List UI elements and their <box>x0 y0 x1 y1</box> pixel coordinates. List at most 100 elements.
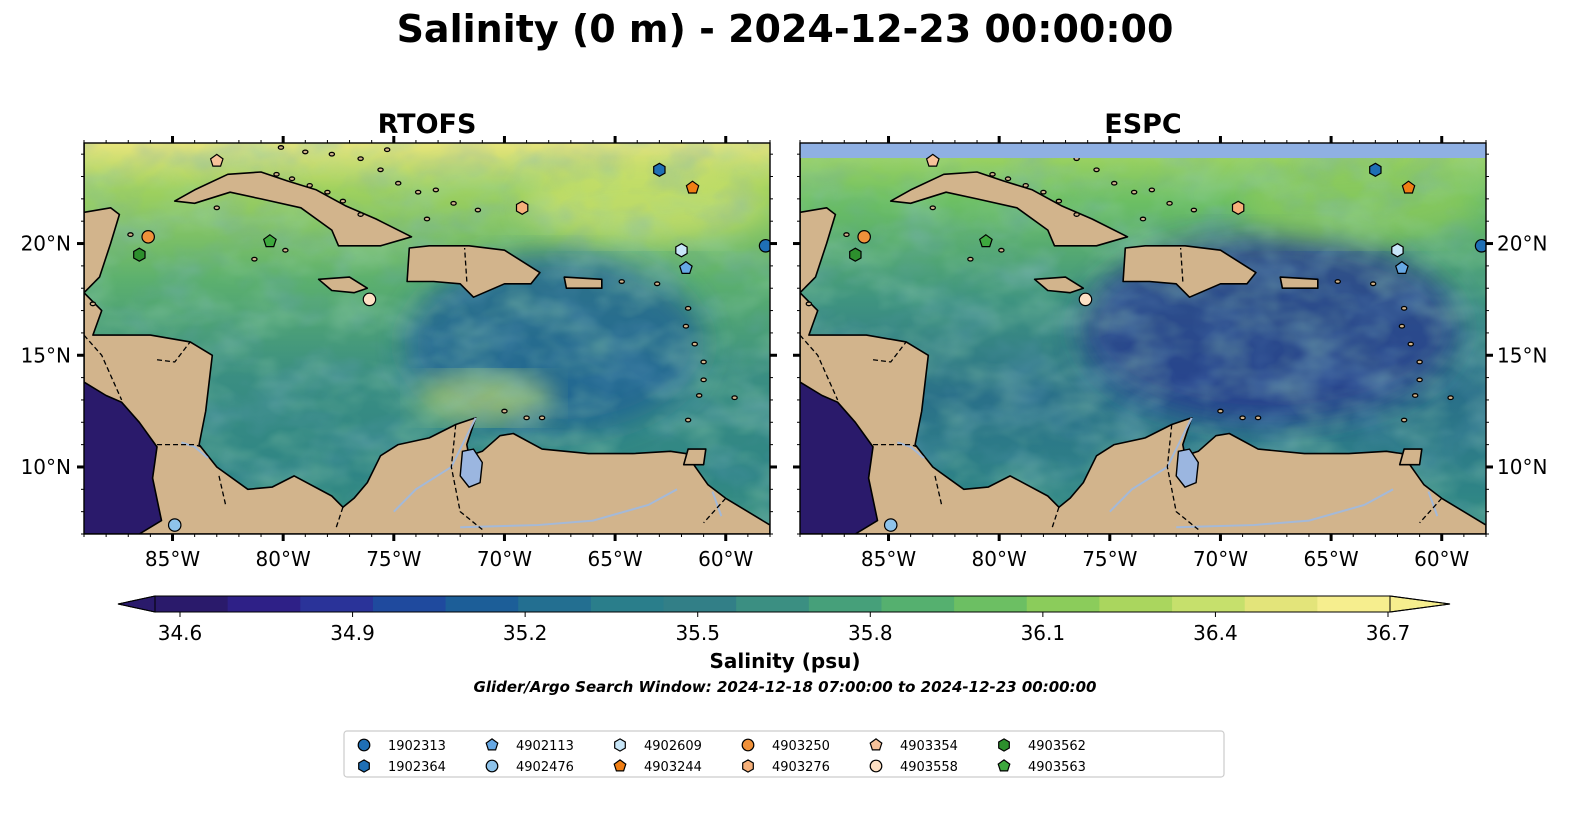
colorbar-segment <box>663 596 737 612</box>
island <box>618 279 625 284</box>
island <box>1369 281 1377 287</box>
float-marker <box>262 234 277 248</box>
island <box>251 256 258 262</box>
island <box>1400 417 1408 423</box>
float-marker <box>141 230 155 244</box>
island <box>1416 359 1423 365</box>
river <box>181 441 209 459</box>
lon-tick-label: 80°W <box>972 547 1027 571</box>
pentagon-marker-icon <box>869 738 883 751</box>
island <box>383 147 391 153</box>
circle-marker-icon <box>357 738 371 752</box>
island <box>998 247 1005 253</box>
map-body <box>800 143 1486 534</box>
island <box>805 301 813 307</box>
colorbar-segment <box>518 596 592 612</box>
country-border <box>1419 497 1443 524</box>
lon-tick-label: 70°W <box>1193 547 1248 571</box>
float-marker <box>857 230 871 244</box>
pentagon-marker-icon <box>485 738 499 751</box>
island <box>328 151 336 157</box>
colorbar-segment <box>1172 596 1246 612</box>
island <box>1398 323 1406 329</box>
island <box>1400 305 1408 311</box>
map-panels: RTOFS 85°W 80°W 75°W 70°W 65°W 60°W 20°N 15°N 10°… <box>21 109 1548 571</box>
country-border <box>84 334 123 401</box>
legend-item: 4903244 <box>613 759 702 775</box>
island <box>989 171 996 177</box>
float-marker <box>925 153 940 167</box>
colorbar: 34.6 34.9 35.2 35.5 35.8 36.1 36.4 36.7 <box>117 595 1451 645</box>
legend-label: 4902609 <box>644 739 702 754</box>
land-puertorico <box>1279 276 1319 289</box>
panel-espc: ESPC 85°W 80°W 75°W 70°W 65°W 60°W 20°N 15°N 10°N <box>793 109 1547 571</box>
island <box>1073 212 1080 217</box>
legend-item: 4903354 <box>869 738 958 754</box>
island <box>1239 415 1246 421</box>
legend-item: 4903276 <box>742 759 830 775</box>
island <box>1254 415 1262 421</box>
island <box>523 415 530 421</box>
country-border <box>800 276 816 294</box>
island <box>377 167 384 173</box>
land-hispaniola <box>406 245 541 298</box>
land-cuba <box>173 171 413 247</box>
float-marker <box>1078 292 1093 307</box>
river <box>1427 491 1439 517</box>
float-marker <box>849 247 862 262</box>
lon-tick-label: 85°W <box>145 547 200 571</box>
lat-tick-label: 20°N <box>21 232 71 256</box>
legend-item: 4903558 <box>869 759 958 775</box>
land-jamaica <box>1033 276 1085 294</box>
island <box>1055 198 1063 204</box>
island <box>357 156 364 162</box>
land-trinidad <box>1398 448 1423 466</box>
island <box>700 377 707 383</box>
island <box>1148 187 1156 193</box>
river <box>711 491 723 517</box>
island <box>538 415 546 421</box>
island <box>700 359 707 365</box>
float-marker <box>133 247 146 262</box>
island <box>432 187 440 193</box>
colorbar-tick-label: 35.8 <box>848 621 893 645</box>
legend-label: 4903276 <box>772 760 830 775</box>
lon-tick-label: 85°W <box>861 547 916 571</box>
float-marker <box>653 162 666 177</box>
legend-item: 1902313 <box>357 738 446 754</box>
float-marker <box>1474 238 1486 253</box>
island <box>929 205 937 211</box>
legend-label: 4903244 <box>644 760 702 775</box>
colorbar-outline <box>117 595 1451 613</box>
island <box>682 323 690 329</box>
island <box>684 417 692 423</box>
float-marker <box>1401 180 1416 194</box>
legend-label: 4903562 <box>1028 739 1086 754</box>
lake-maracaibo <box>1175 448 1200 488</box>
country-border <box>872 341 907 363</box>
island <box>394 180 402 186</box>
land-puertorico <box>563 276 603 289</box>
legend-label: 4903354 <box>900 739 958 754</box>
colorbar-extend-high <box>1389 595 1451 613</box>
island <box>1139 216 1147 222</box>
legend-item: 4902609 <box>614 738 702 754</box>
island <box>1022 183 1029 188</box>
island <box>414 189 422 195</box>
island <box>1166 200 1173 206</box>
pacific-ocean <box>800 382 878 534</box>
country-border <box>1166 424 1199 531</box>
country-border <box>84 276 100 294</box>
legend-label: 4903250 <box>772 739 830 754</box>
hexagon-marker-icon <box>742 759 754 773</box>
river <box>1109 417 1193 513</box>
colorbar-segment <box>808 596 883 612</box>
colorbar-tick-label: 34.6 <box>158 621 203 645</box>
legend-item: 1902364 <box>358 759 446 775</box>
figure-title: Salinity (0 m) - 2024-12-23 00:00:00 <box>397 7 1174 51</box>
island <box>1004 176 1012 182</box>
island <box>324 189 331 195</box>
hexagon-marker-icon <box>998 738 1010 752</box>
no-data-band <box>800 143 1486 158</box>
